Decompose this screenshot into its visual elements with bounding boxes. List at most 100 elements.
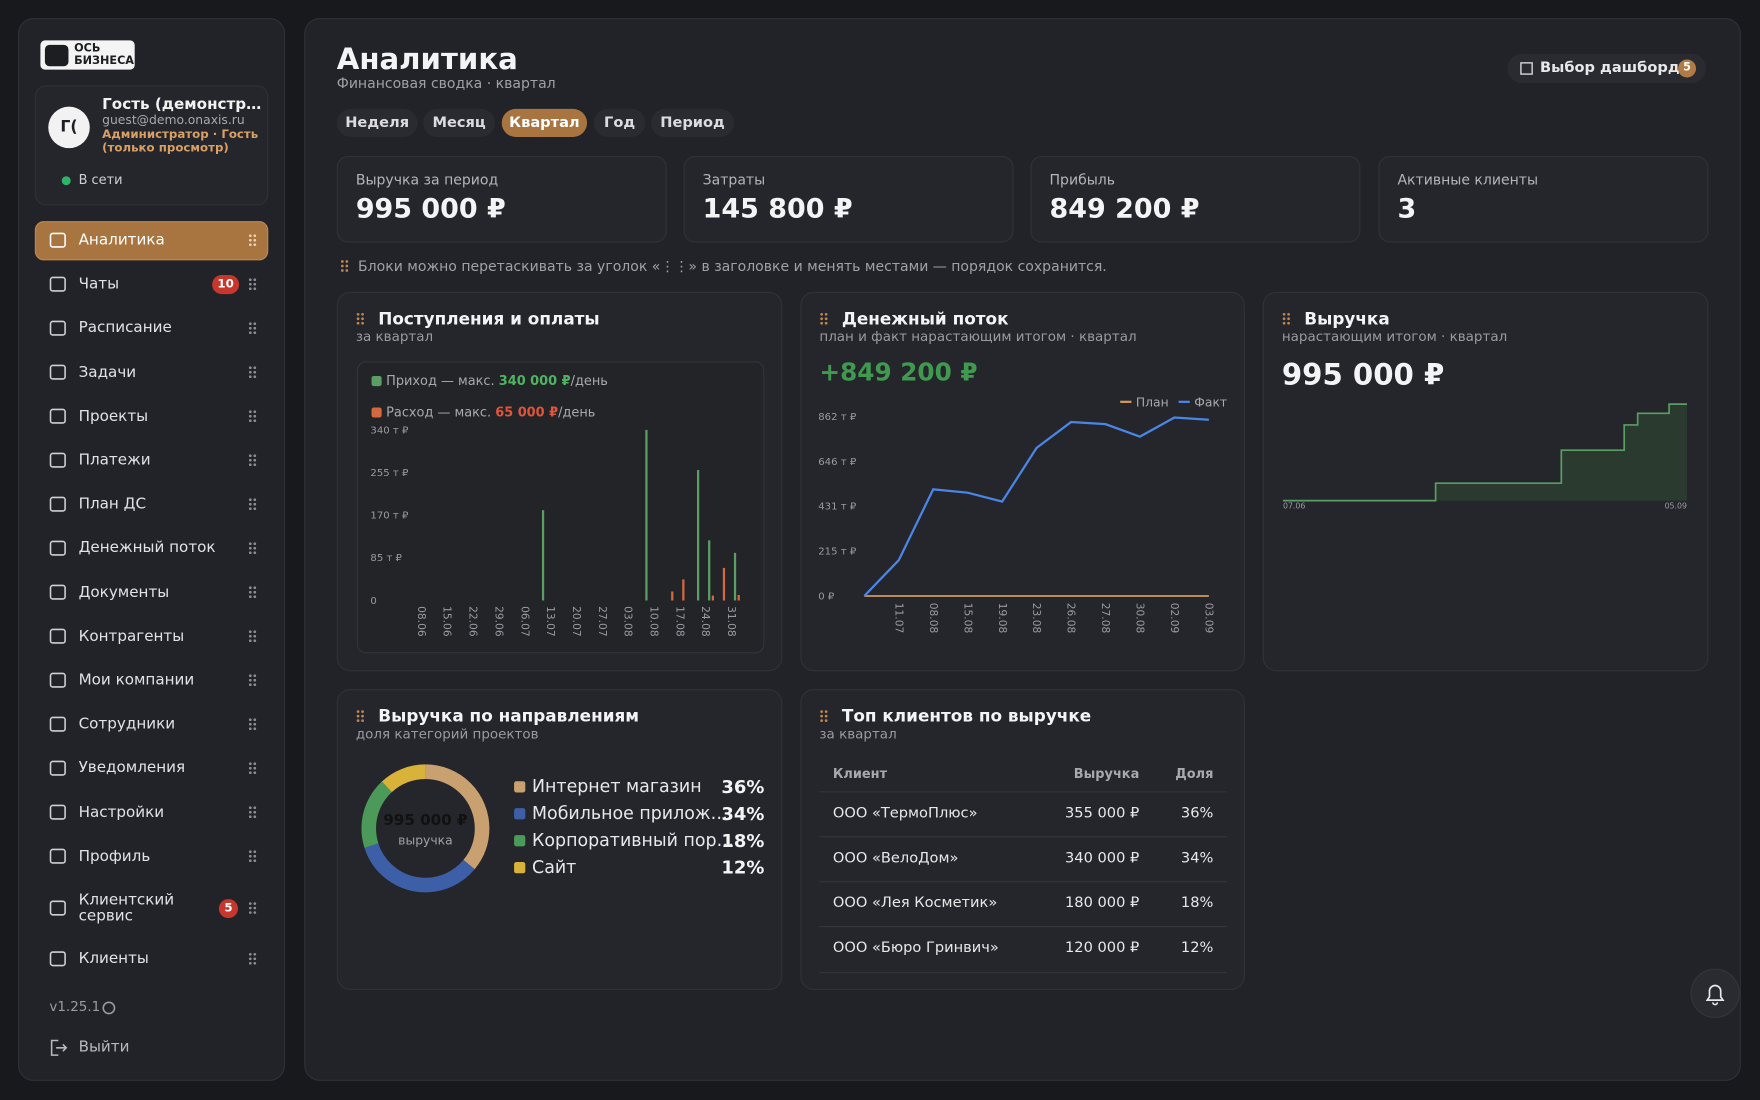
nav-badge: 10 (212, 275, 240, 295)
dashboard-badge: 5 (1678, 59, 1697, 78)
table-divider (819, 972, 1227, 974)
nav-badge: 5 (218, 899, 238, 919)
donut-center-label: выручка (398, 833, 453, 848)
widget-subtitle: доля категорий проектов (355, 726, 539, 742)
version: v1.25.1 (49, 998, 101, 1015)
nav-item[interactable]: Проекты (78, 407, 149, 426)
nav-item[interactable]: Контрагенты (78, 627, 185, 646)
kpi-value: 995 000 ₽ (355, 192, 506, 225)
nav-item[interactable]: Профиль (78, 847, 151, 866)
legend-max: 340 000 ₽ (498, 372, 571, 389)
legend-swatch (371, 407, 382, 418)
table-cell: 355 000 ₽ (1065, 805, 1140, 822)
legend-max: 65 000 ₽ (495, 404, 559, 420)
legend-label: Интернет магазин (532, 776, 702, 797)
legend-value: 18% (721, 829, 765, 852)
table-cell: 120 000 ₽ (1065, 939, 1140, 957)
table-divider (819, 881, 1227, 883)
widget-title: Топ клиентов по выручке (841, 706, 1092, 727)
table-header: Клиент (832, 765, 888, 782)
tab-label[interactable]: Год (604, 114, 636, 131)
kpi-label: Прибыль (1049, 171, 1116, 189)
tab[interactable] (651, 108, 735, 137)
legend-swatch (514, 781, 526, 793)
logout[interactable]: Выйти (78, 1038, 130, 1057)
nav-item[interactable]: Аналитика (78, 231, 165, 250)
revenue-total: 995 000 ₽ (1281, 358, 1445, 393)
table-cell: ООО «ВелоДом» (832, 849, 959, 867)
nav-item[interactable]: Настройки (78, 803, 165, 822)
nav-item[interactable]: Задачи (78, 363, 137, 382)
nav-item[interactable]: Чаты (78, 275, 120, 294)
nav-item[interactable]: План ДС (78, 495, 147, 514)
page-title: Аналитика (336, 43, 518, 77)
tab[interactable] (501, 108, 588, 137)
nav-item-active[interactable] (34, 221, 269, 261)
logo-text: БИЗНЕСА (74, 55, 134, 68)
legend-value: 34% (721, 803, 765, 825)
nav-item[interactable]: Клиентский сервис (78, 891, 175, 925)
tab-label[interactable]: Неделя (345, 114, 410, 131)
legend-swatch (514, 835, 526, 847)
tab[interactable] (593, 108, 646, 137)
nav-item[interactable]: Расписание (78, 319, 172, 338)
legend-swatch (371, 376, 382, 387)
legend-label: Расход — макс. (386, 404, 492, 420)
status-dot (61, 176, 71, 186)
legend-swatch (514, 808, 526, 820)
table-cell: ООО «Бюро Гринвич» (832, 939, 999, 957)
kpi-label: Затраты (702, 171, 766, 189)
legend-label: Мобильное прилож… (532, 803, 728, 824)
widget-subtitle: нарастающим итогом · квартал (1281, 328, 1508, 345)
table-cell: ООО «Лея Косметик» (832, 894, 998, 912)
hint: Блоки можно перетаскивать за уголок «⋮⋮»… (358, 257, 1107, 275)
widget-subtitle: за квартал (819, 726, 897, 742)
tab-label[interactable]: Период (660, 114, 725, 131)
table-cell: 340 000 ₽ (1065, 849, 1140, 867)
widget (1262, 291, 1709, 672)
user-email: guest@demo.onaxis.ru (102, 112, 245, 128)
table-divider (819, 926, 1227, 928)
table-header: Выручка (1073, 765, 1140, 782)
logo-text: ОСЬ (74, 42, 101, 56)
widget (800, 291, 1245, 672)
table-cell: 34% (1180, 849, 1214, 867)
legend-label: Сайт (532, 857, 577, 878)
dashboard-button[interactable] (1507, 53, 1707, 84)
nav-item[interactable]: Клиенты (78, 949, 149, 968)
nav-item[interactable]: Документы (78, 583, 170, 602)
kpi-card (683, 156, 1014, 243)
legend-unit: /день (570, 372, 608, 389)
widget-subtitle: план и факт нарастающим итогом · квартал (819, 328, 1137, 345)
nav-item[interactable]: Сотрудники (78, 715, 176, 734)
tab-label[interactable]: Месяц (432, 114, 486, 131)
nav-item[interactable]: Платежи (78, 451, 151, 470)
legend-value: 12% (721, 856, 765, 879)
kpi-value: 3 (1397, 192, 1417, 225)
kpi-value: 145 800 ₽ (702, 192, 853, 225)
kpi-label: Выручка за период (355, 171, 499, 189)
tab[interactable] (336, 108, 418, 137)
logo-icon (44, 44, 69, 67)
table-cell: 36% (1180, 805, 1214, 822)
table-cell: 12% (1180, 939, 1214, 957)
kpi-card (1030, 156, 1361, 243)
cashflow-total: +849 200 ₽ (819, 358, 978, 388)
page-subtitle: Финансовая сводка · квартал (336, 74, 556, 92)
dashboard-button-label[interactable]: Выбор дашборда (1540, 59, 1690, 77)
notification-bell[interactable] (1690, 968, 1740, 1019)
table-cell: 180 000 ₽ (1065, 894, 1140, 912)
user-name: Гость (демонстр… (102, 95, 262, 114)
legend-entry: Приход — макс. 340 000 ₽/день (386, 372, 608, 389)
nav-item[interactable]: Уведомления (78, 759, 186, 778)
nav-item[interactable]: Мои компании (78, 671, 195, 690)
tab[interactable] (423, 108, 496, 137)
widget-title: Выручка по направлениям (378, 706, 640, 727)
nav-item[interactable]: Денежный поток (78, 539, 216, 558)
legend-label: Корпоративный пор… (532, 830, 734, 851)
donut-center-value: 995 000 ₽ (383, 811, 468, 830)
kpi-card (336, 156, 667, 243)
tab-label[interactable]: Квартал (509, 114, 580, 131)
